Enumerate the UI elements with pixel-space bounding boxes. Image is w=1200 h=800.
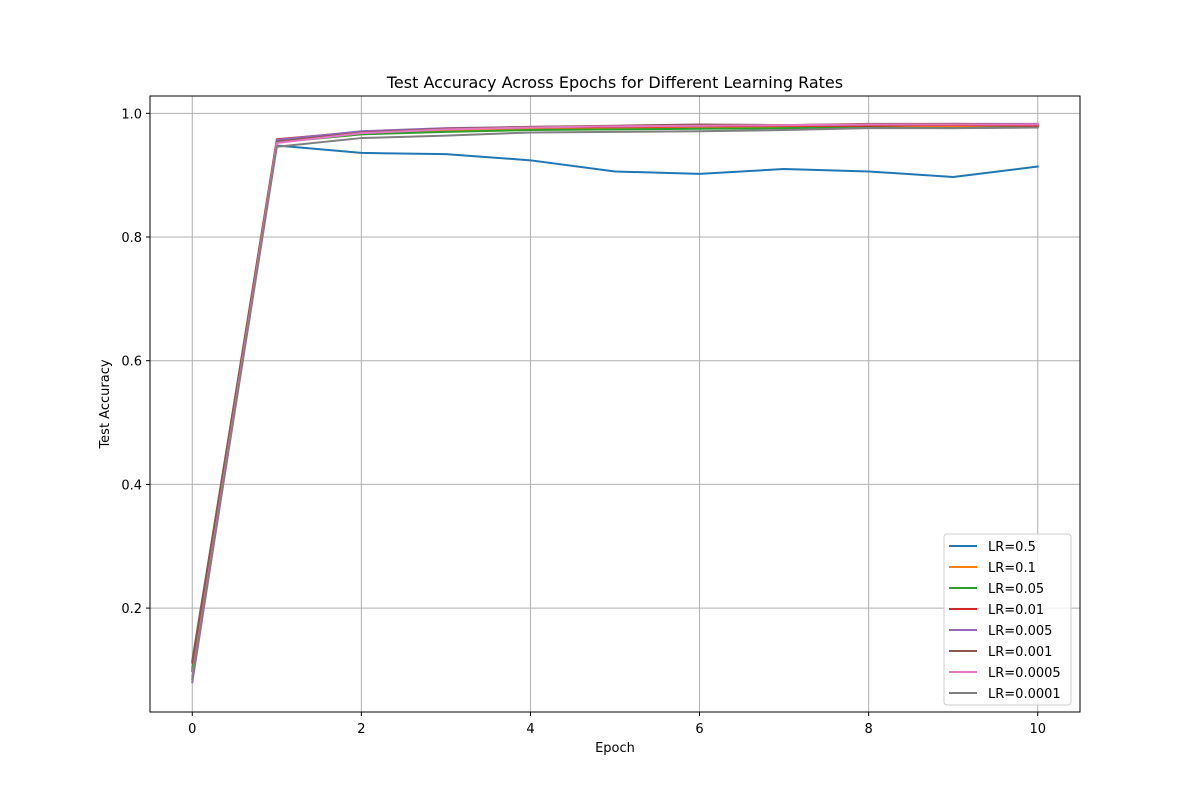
x-tick-label: 0 <box>188 722 196 737</box>
x-axis-title: Epoch <box>595 741 635 756</box>
ticks: 0 2 4 6 8 10 0.2 0.4 0.6 0.8 1.0 <box>121 107 1046 737</box>
series-line-lr-0-0001 <box>191 126 1039 681</box>
x-tick-label: 10 <box>1029 722 1046 737</box>
legend-label: LR=0.1 <box>988 561 1036 576</box>
grid <box>150 96 1080 712</box>
legend-label: LR=0.01 <box>988 603 1044 618</box>
y-tick-label: 0.8 <box>121 231 142 246</box>
series-line-lr-0-0005 <box>191 123 1039 678</box>
series-lines <box>191 122 1039 684</box>
x-tick-label: 2 <box>357 722 365 737</box>
x-tick-label: 8 <box>864 722 872 737</box>
legend-label: LR=0.005 <box>988 624 1052 639</box>
legend-label: LR=0.5 <box>988 540 1036 555</box>
x-tick-label: 4 <box>526 722 534 737</box>
chart-title: Test Accuracy Across Epochs for Differen… <box>386 73 843 92</box>
x-tick-label: 6 <box>695 722 703 737</box>
legend-label: LR=0.0001 <box>988 687 1061 702</box>
series-line-lr-0-5 <box>191 144 1039 673</box>
legend-box <box>943 533 1072 706</box>
y-tick-label: 0.6 <box>121 355 142 370</box>
plot-frame <box>149 95 1081 713</box>
y-tick-label: 0.2 <box>121 602 142 617</box>
legend-label: LR=0.0005 <box>988 666 1061 681</box>
legend-label: LR=0.05 <box>988 582 1044 597</box>
y-tick-label: 1.0 <box>121 107 142 122</box>
y-axis-title: Test Accuracy <box>98 359 113 449</box>
y-tick-label: 0.4 <box>121 478 142 493</box>
legend-label: LR=0.001 <box>988 645 1052 660</box>
legend: LR=0.5 LR=0.1 LR=0.05 LR=0.01 LR=0.005 LR=0.0… <box>943 533 1072 706</box>
